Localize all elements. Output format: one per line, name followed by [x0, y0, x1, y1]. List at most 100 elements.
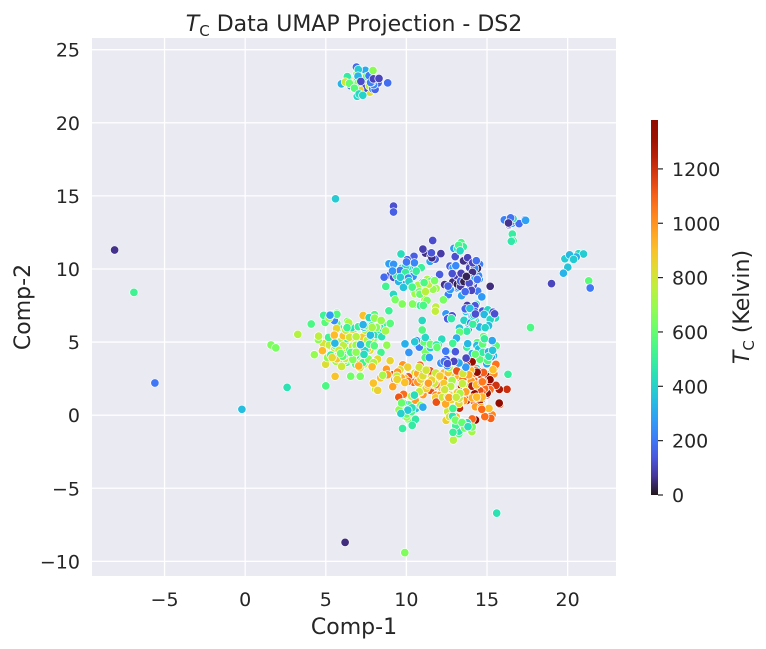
data-point [365, 330, 375, 340]
data-point [477, 404, 487, 414]
y-tick-label: −10 [40, 551, 80, 573]
data-point [424, 352, 434, 363]
data-point [455, 246, 465, 256]
data-point [384, 306, 394, 316]
data-point [396, 408, 406, 419]
data-point [397, 423, 408, 434]
data-point [383, 78, 393, 88]
data-point [492, 508, 502, 518]
data-point [430, 306, 440, 316]
data-point [451, 392, 461, 402]
data-point [546, 279, 557, 289]
data-point [446, 314, 456, 324]
data-point [463, 422, 473, 432]
data-point [417, 325, 427, 335]
data-point [150, 378, 160, 388]
data-point [410, 337, 420, 347]
chart-title: TC Data UMAP Projection - DS2 [186, 12, 522, 40]
data-point [411, 266, 421, 276]
y-tick-label: 20 [56, 113, 80, 135]
title-t: T [186, 12, 201, 37]
data-point [435, 269, 445, 280]
y-tick-label: 15 [56, 186, 80, 208]
colorbar-tick-label: 200 [672, 431, 708, 453]
data-point [448, 338, 458, 348]
data-point [282, 382, 292, 392]
data-point [325, 310, 335, 320]
data-point [450, 252, 460, 262]
data-point [521, 215, 531, 225]
data-point [351, 332, 361, 342]
data-point [409, 390, 419, 400]
data-point [430, 276, 440, 286]
data-point [368, 378, 378, 388]
data-point [442, 359, 453, 369]
data-point [407, 282, 417, 292]
data-point [403, 362, 413, 372]
colorbar-tick-label: 1200 [672, 159, 720, 181]
data-point [525, 322, 536, 333]
data-point [404, 347, 414, 358]
data-point [397, 398, 407, 408]
data-point [351, 347, 361, 357]
data-point [436, 249, 446, 259]
data-point [490, 309, 500, 319]
data-point [471, 256, 481, 266]
data-point [503, 218, 514, 228]
data-point [390, 295, 400, 305]
data-point [428, 235, 438, 246]
data-point [479, 334, 489, 344]
data-point [358, 90, 368, 100]
data-point [354, 361, 364, 371]
data-point [398, 282, 408, 292]
plot-area [92, 38, 616, 576]
data-point [461, 271, 471, 282]
data-point [479, 309, 489, 320]
data-point [346, 371, 356, 381]
data-point [376, 315, 386, 326]
data-point [438, 295, 448, 305]
data-point [420, 287, 431, 297]
data-point [470, 349, 480, 359]
data-point [129, 287, 139, 297]
data-point [465, 303, 475, 313]
y-tick-label: −5 [52, 478, 80, 500]
colorbar [651, 120, 658, 495]
data-point [378, 370, 388, 380]
data-point [463, 339, 473, 349]
x-tick-label: 20 [556, 589, 580, 611]
data-point [359, 349, 369, 359]
data-point [309, 350, 319, 360]
data-point [395, 272, 405, 282]
data-point [487, 336, 497, 346]
x-axis-label: Comp-1 [311, 615, 397, 640]
data-point [367, 322, 377, 333]
data-point [488, 365, 498, 375]
data-point [451, 261, 461, 271]
data-point [382, 340, 392, 350]
data-point [321, 381, 331, 391]
data-point [327, 353, 337, 363]
data-point [558, 268, 568, 278]
x-tick-label: 0 [239, 589, 251, 611]
data-point [396, 249, 406, 259]
data-point [460, 287, 470, 297]
data-point [340, 537, 350, 547]
data-point [373, 385, 383, 395]
colorbar-tick-label: 400 [672, 376, 708, 398]
data-point [431, 397, 441, 407]
data-point [388, 382, 398, 392]
data-point [480, 323, 490, 333]
data-point [472, 392, 482, 402]
data-point [457, 379, 467, 389]
x-tick-label: 15 [475, 589, 499, 611]
data-point [387, 266, 398, 276]
data-point [461, 362, 471, 372]
colorbar-tick-label: 800 [672, 268, 708, 290]
data-point [388, 207, 399, 217]
data-point [420, 332, 430, 343]
scatter-points [110, 62, 595, 558]
x-tick-label: 5 [320, 589, 332, 611]
data-point [421, 365, 431, 375]
